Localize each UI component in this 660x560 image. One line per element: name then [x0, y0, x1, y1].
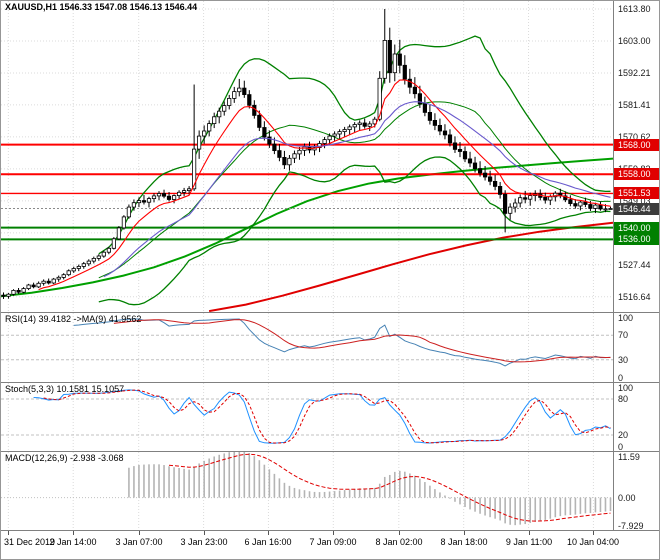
stoch-axis-label: 100 — [618, 383, 634, 393]
bollinger-upper — [98, 35, 611, 255]
stoch-d-line — [43, 389, 611, 444]
stoch-axis-label: 80 — [618, 394, 629, 404]
rsi-axis-label: 100 — [618, 313, 634, 323]
macd-axis-label: 11.59 — [618, 452, 640, 462]
price-level-badge-1536.00[interactable]: 1536.00 — [614, 233, 659, 245]
scale-separator — [613, 1, 614, 531]
time-axis-tick — [139, 531, 140, 535]
rsi-axis: 100 70 30 0 — [614, 313, 659, 382]
price-axis-label: 1581.41 — [618, 100, 651, 110]
chart-title: XAUUSD,H1 1546.33 1547.08 1546.13 1546.4… — [5, 2, 198, 12]
price-axis[interactable]: 1613.801603.001592.211581.411570.621559.… — [614, 1, 659, 312]
time-axis-tick — [204, 531, 205, 535]
price-axis-label: 1516.64 — [618, 292, 651, 302]
time-axis[interactable]: 31 Dec 2019 2 Jan 14:00 3 Jan 07:00 3 Jan 2… — [1, 531, 659, 559]
time-axis-label: 3 Jan 07:00 — [115, 537, 163, 547]
ma-slow-red — [208, 221, 613, 312]
stoch-axis-label: 0 — [618, 442, 624, 451]
price-axis-label: 1613.80 — [618, 4, 651, 14]
time-axis-label: 8 Jan 02:00 — [375, 537, 423, 547]
stochastic-label: Stoch(5,3,3) 10.1581 15.1057 — [5, 384, 125, 394]
price-level-badge-1568.00[interactable]: 1568.00 — [614, 139, 659, 151]
time-axis-label: 31 Dec 2019 — [4, 537, 56, 547]
rsi-plot[interactable] — [1, 313, 613, 382]
macd-axis: 11.59 0.00 -7.929 — [614, 452, 659, 530]
candles-group — [1, 8, 613, 299]
macd-plot[interactable] — [1, 452, 613, 530]
ma-slow-green — [1, 157, 613, 298]
macd-label: MACD(12,26,9) -2.938 -3.068 — [5, 453, 124, 463]
macd-axis-label: -7.929 — [618, 521, 644, 530]
time-axis-label: 3 Jan 23:00 — [180, 537, 228, 547]
time-axis-label: 2 Jan 14:00 — [49, 537, 97, 547]
rsi-line — [73, 318, 611, 367]
ma-mid-violet — [103, 101, 611, 278]
main-chart-panel[interactable]: XAUUSD,H1 1546.33 1547.08 1546.13 1546.4… — [1, 1, 659, 313]
macd-axis-label: 0.00 — [618, 493, 636, 503]
macd-histogram — [128, 452, 612, 526]
time-axis-tick — [268, 531, 269, 535]
time-axis-tick — [399, 531, 400, 535]
time-axis-tick — [593, 531, 594, 535]
time-axis-tick — [8, 531, 9, 535]
time-axis-tick — [73, 531, 74, 535]
stoch-axis-label: 20 — [618, 430, 629, 440]
time-axis-label: 8 Jan 18:00 — [440, 537, 488, 547]
stochastic-panel[interactable]: Stoch(5,3,3) 10.1581 15.1057 100 80 20 0 — [1, 383, 659, 452]
macd-signal-line — [168, 453, 611, 522]
stochastic-axis: 100 80 20 0 — [614, 383, 659, 451]
price-axis-label: 1570.62 — [618, 132, 651, 142]
price-level-badge-1558.00[interactable]: 1558.00 — [614, 168, 659, 180]
time-axis-tick — [333, 531, 334, 535]
rsi-axis-label: 0 — [618, 373, 624, 382]
rsi-panel[interactable]: RSI(14) 39.4182 ->MA(9) 41.9562 100 70 30 0 — [1, 313, 659, 383]
time-axis-label: 6 Jan 16:00 — [244, 537, 292, 547]
price-axis-label: 1527.44 — [618, 260, 651, 270]
price-axis-label: 1603.00 — [618, 36, 651, 46]
price-level-badge-1546.44[interactable]: 1546.44 — [614, 203, 659, 215]
time-axis-tick — [464, 531, 465, 535]
price-axis-label: 1549.03 — [618, 196, 651, 206]
rsi-axis-label: 70 — [618, 330, 629, 340]
bollinger-middle — [98, 101, 611, 279]
bollinger-lower — [98, 156, 611, 306]
candlestick-chart[interactable] — [1, 1, 613, 312]
macd-panel[interactable]: MACD(12,26,9) -2.938 -3.068 11.59 0.00 -7.… — [1, 452, 659, 531]
price-axis-label: 1592.21 — [618, 68, 651, 78]
time-axis-label: 9 Jan 11:00 — [505, 537, 553, 547]
price-level-badge-1540.00[interactable]: 1540.00 — [614, 222, 659, 234]
rsi-axis-label: 30 — [618, 355, 629, 365]
rsi-label: RSI(14) 39.4182 ->MA(9) 41.9562 — [5, 314, 142, 324]
time-axis-tick — [529, 531, 530, 535]
time-axis-label: 10 Jan 04:00 — [566, 537, 620, 547]
rsi-ma-line — [113, 319, 611, 363]
time-axis-label: 7 Jan 09:00 — [309, 537, 357, 547]
stochastic-plot[interactable] — [1, 383, 613, 451]
price-level-badge-1551.53[interactable]: 1551.53 — [614, 187, 659, 199]
